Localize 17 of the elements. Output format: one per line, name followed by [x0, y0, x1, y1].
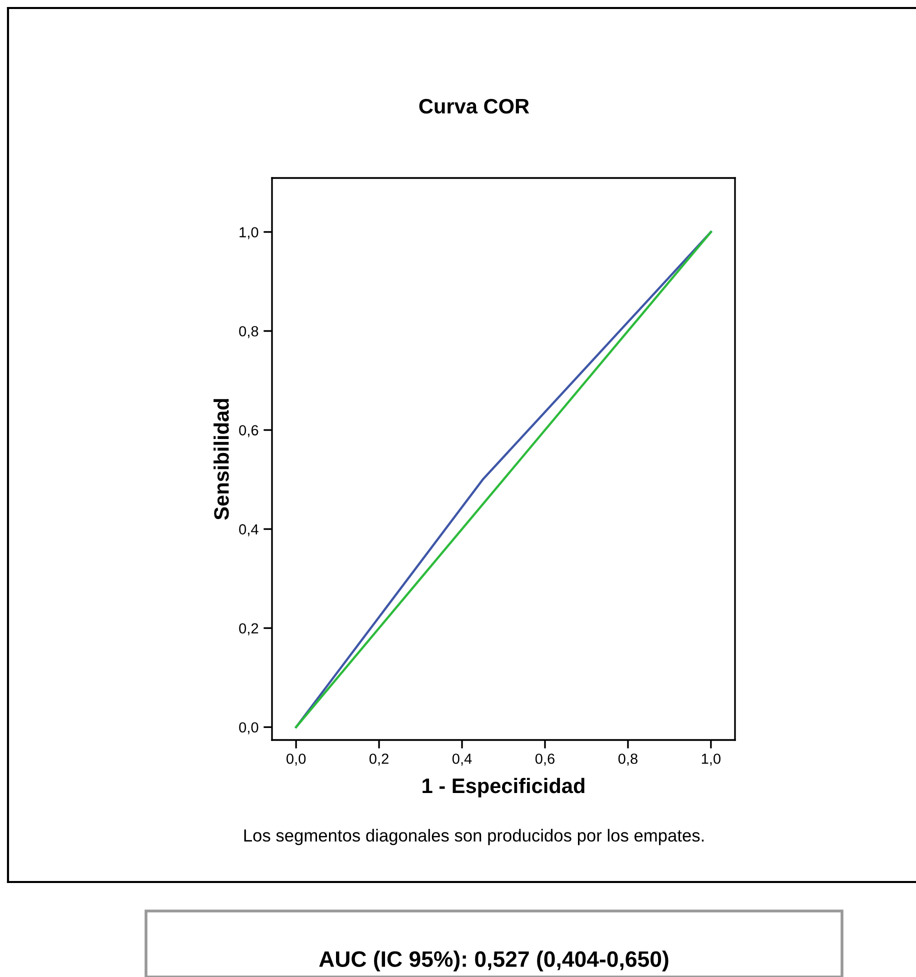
y-tick-label: 0,6 [239, 425, 258, 438]
x-tick-label: 0,4 [452, 754, 472, 766]
text: Los segmentos diagonales son producidos por los empates. [244, 828, 704, 846]
y-tick-label: 0,2 [239, 623, 258, 636]
text: AUC (IC 95%): 0,527 (0,404-0,650) [319, 950, 668, 972]
x-tick-label: 0,6 [535, 754, 554, 766]
y-tick-label: 0,0 [239, 722, 258, 734]
x-tick-label: 1,0 [702, 754, 721, 766]
x-axis-title: 1 - Especificidad [422, 778, 584, 798]
y-axis-title: Sensibilidad [214, 399, 229, 520]
x-tick-label: 0,8 [618, 754, 638, 766]
y-tick-label: 0,8 [239, 326, 258, 338]
x-tick-label: 0,2 [369, 754, 388, 766]
x-tick-label: 0,0 [286, 754, 306, 766]
y-tick-label: 0,4 [239, 524, 258, 536]
chart-title: Curva COR [419, 98, 530, 114]
y-tick-label: 1,0 [240, 227, 258, 240]
